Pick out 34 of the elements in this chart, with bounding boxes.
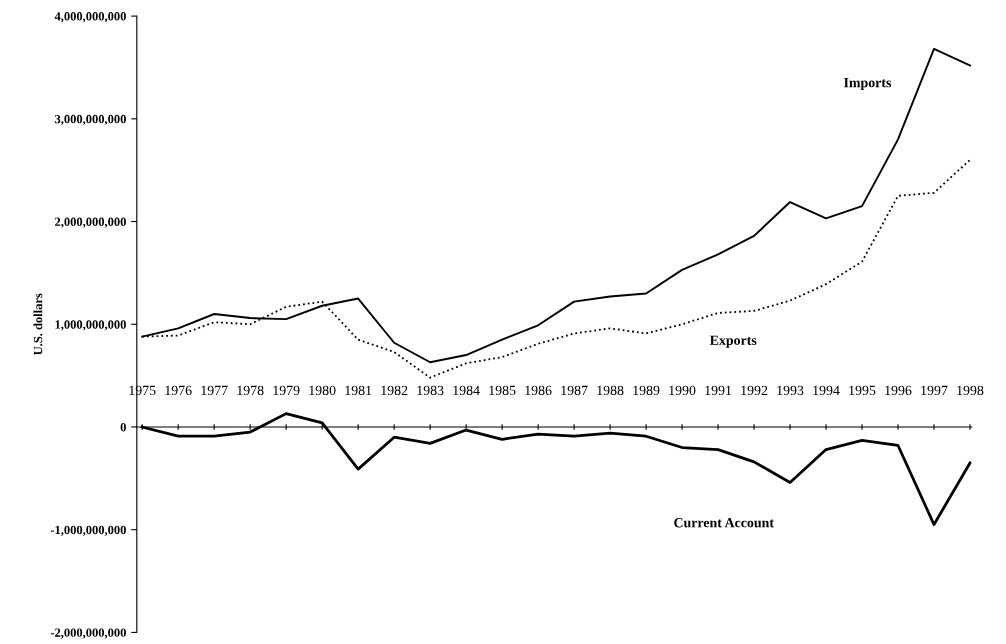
x-tick-label: 1996 bbox=[885, 385, 912, 396]
x-tick-label: 1991 bbox=[705, 385, 732, 396]
x-tick-label: 1987 bbox=[561, 385, 588, 396]
x-tick-label: 1998 bbox=[957, 385, 984, 396]
x-tick-label: 1977 bbox=[201, 385, 228, 396]
series-label: Exports bbox=[709, 335, 757, 348]
y-tick-label: 0 bbox=[120, 423, 126, 432]
y-tick-label: -2,000,000,000 bbox=[50, 628, 126, 639]
x-tick-label: 1990 bbox=[669, 385, 696, 396]
x-tick-label: 1984 bbox=[453, 385, 480, 396]
x-tick-label: 1992 bbox=[741, 385, 768, 396]
y-tick-label: 4,000,000,000 bbox=[54, 12, 126, 23]
x-tick-label: 1976 bbox=[165, 385, 192, 396]
text: Current Account bbox=[674, 518, 774, 528]
x-tick-label: 1988 bbox=[597, 385, 624, 396]
y-tick-label: -1,000,000,000 bbox=[50, 525, 126, 536]
x-tick-label: 1983 bbox=[417, 385, 444, 396]
x-tick-label: 1993 bbox=[777, 385, 804, 396]
y-axis-title: U.S. dollars bbox=[33, 293, 43, 356]
series-label: Imports bbox=[844, 78, 892, 91]
x-tick-label: 1982 bbox=[381, 385, 408, 396]
y-tick-label: 2,000,000,000 bbox=[55, 217, 126, 228]
x-tick-label: 1995 bbox=[849, 385, 876, 396]
x-tick-label: 1997 bbox=[921, 385, 948, 396]
x-tick-label: 1986 bbox=[525, 385, 552, 396]
x-tick-label: 1985 bbox=[489, 385, 516, 396]
x-tick-label: 1981 bbox=[345, 385, 372, 396]
x-tick-label: 1989 bbox=[633, 385, 660, 396]
x-tick-label: 1978 bbox=[237, 385, 264, 396]
x-tick-label: 1980 bbox=[309, 385, 336, 396]
y-tick-label: 3,000,000,000 bbox=[55, 114, 126, 126]
x-tick-label: 1979 bbox=[273, 385, 300, 396]
y-tick-label: 1,000,000,000 bbox=[55, 320, 126, 331]
x-tick-label: 1994 bbox=[813, 385, 840, 396]
